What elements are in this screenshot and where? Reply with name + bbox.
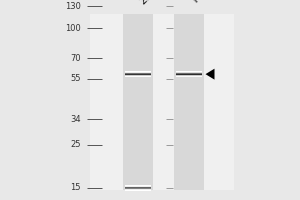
Bar: [174, 14, 204, 190]
Bar: [125, 74, 151, 75]
Text: 293: 293: [138, 0, 159, 6]
Bar: [125, 76, 151, 77]
Bar: [90, 14, 234, 190]
Bar: [176, 75, 202, 76]
Text: 34: 34: [70, 115, 81, 124]
Text: 55: 55: [70, 74, 81, 83]
Bar: [176, 76, 202, 77]
Text: 70: 70: [70, 54, 81, 63]
Bar: [125, 75, 151, 76]
Bar: [123, 14, 153, 190]
Bar: [125, 73, 151, 74]
Text: 25: 25: [70, 140, 81, 149]
Text: 15: 15: [70, 183, 81, 192]
Bar: [176, 72, 202, 73]
Bar: [125, 71, 151, 72]
Text: 100: 100: [65, 24, 81, 33]
Bar: [176, 73, 202, 74]
Bar: [125, 72, 151, 73]
Text: Y79: Y79: [189, 0, 210, 6]
Bar: [176, 74, 202, 75]
Polygon shape: [206, 69, 214, 80]
Text: 130: 130: [65, 2, 81, 11]
Bar: [176, 71, 202, 72]
